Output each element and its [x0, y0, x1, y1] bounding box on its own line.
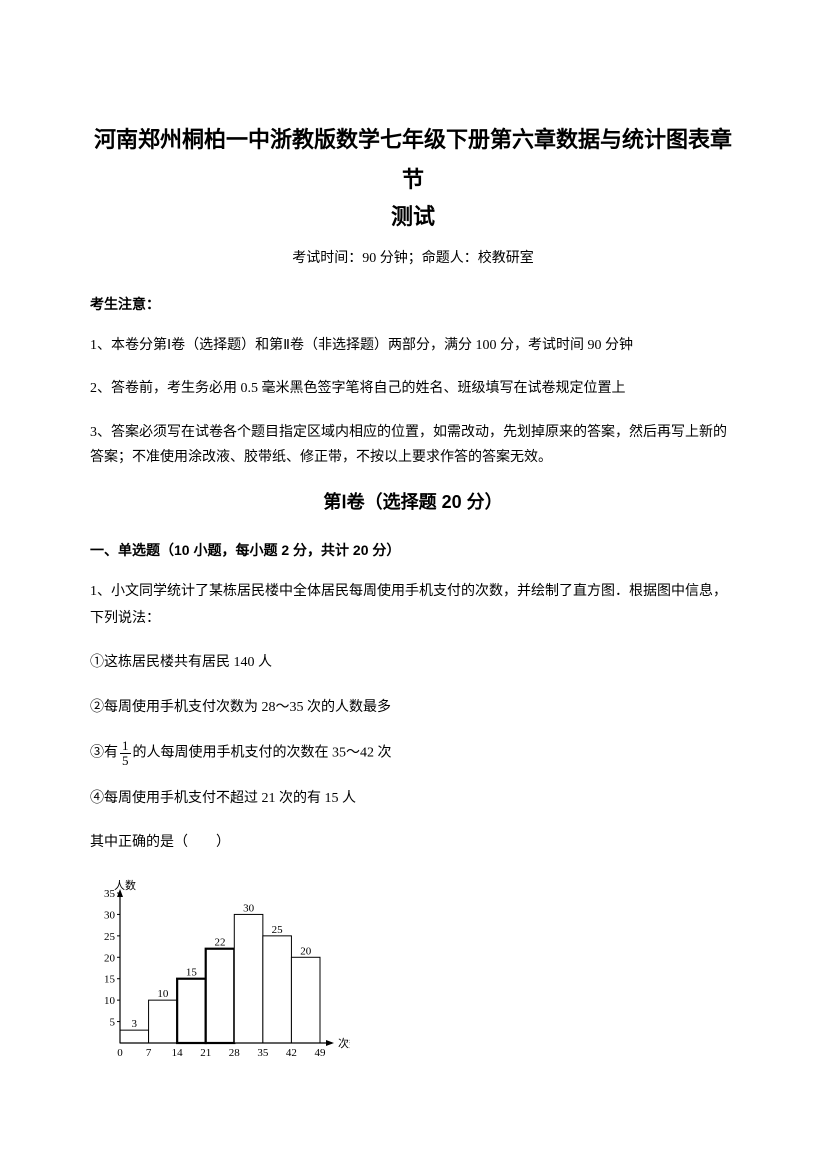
q1-stem: 1、小文同学统计了某栋居民楼中全体居民每周使用手机支付的次数，并绘制了直方图．根…: [90, 579, 736, 632]
notice-item: 1、本卷分第Ⅰ卷（选择题）和第Ⅱ卷（非选择题）两部分，满分 100 分，考试时间…: [90, 333, 736, 358]
svg-text:22: 22: [215, 937, 226, 949]
fraction-icon: 15: [120, 739, 131, 767]
q1-statement-4: ④每周使用手机支付不超过 21 次的有 15 人: [90, 786, 736, 813]
svg-text:42: 42: [286, 1047, 297, 1059]
svg-text:10: 10: [157, 988, 169, 1000]
svg-text:25: 25: [272, 924, 284, 936]
svg-text:35: 35: [257, 1047, 269, 1059]
section-1-title: 第Ⅰ卷（选择题 20 分）: [90, 488, 736, 517]
q1-statement-1: ①这栋居民楼共有居民 140 人: [90, 650, 736, 677]
svg-text:25: 25: [104, 931, 116, 943]
svg-text:20: 20: [104, 952, 116, 964]
doc-title-line2: 测试: [90, 199, 736, 234]
subsection-1: 一、单选题（10 小题，每小题 2 分，共计 20 分）: [90, 539, 736, 561]
exam-info: 考试时间：90 分钟；命题人：校教研室: [90, 248, 736, 270]
q1-s3-pre: ③有: [90, 746, 118, 761]
histogram-chart: 人数 5 10 15 20 25 30 35 3 10 15 22 30 25 20 0 7 14 21 28 35 42…: [90, 875, 350, 1065]
svg-text:35: 35: [104, 888, 116, 900]
svg-text:28: 28: [229, 1047, 241, 1059]
svg-text:次数: 次数: [338, 1036, 350, 1050]
q1-tail: 其中正确的是（ ）: [90, 830, 736, 857]
svg-text:15: 15: [186, 967, 198, 979]
notice-item: 3、答案必须写在试卷各个题目指定区域内相应的位置，如需改动，先划掉原来的答案，然…: [90, 420, 736, 470]
svg-text:0: 0: [117, 1047, 123, 1059]
svg-text:14: 14: [172, 1047, 184, 1059]
svg-text:3: 3: [132, 1018, 138, 1030]
svg-text:7: 7: [146, 1047, 152, 1059]
svg-text:人数: 人数: [114, 879, 136, 892]
svg-text:30: 30: [104, 909, 116, 921]
q1-statement-3: ③有15的人每周使用手机支付的次数在 35～42 次: [90, 739, 736, 767]
svg-text:10: 10: [104, 995, 116, 1007]
svg-text:21: 21: [200, 1047, 211, 1059]
svg-text:20: 20: [300, 945, 312, 957]
doc-title-line1: 河南郑州桐柏一中浙教版数学七年级下册第六章数据与统计图表章节: [90, 120, 736, 199]
svg-text:30: 30: [243, 902, 255, 914]
svg-text:15: 15: [104, 974, 116, 986]
svg-text:49: 49: [315, 1047, 327, 1059]
notice-item: 2、答卷前，考生务必用 0.5 毫米黑色签字笔将自己的姓名、班级填写在试卷规定位…: [90, 376, 736, 401]
q1-statement-2: ②每周使用手机支付次数为 28～35 次的人数最多: [90, 695, 736, 722]
svg-text:5: 5: [110, 1017, 116, 1029]
q1-s3-post: 的人每周使用手机支付的次数在 35～42 次: [133, 746, 392, 761]
notice-heading: 考生注意：: [90, 293, 736, 315]
